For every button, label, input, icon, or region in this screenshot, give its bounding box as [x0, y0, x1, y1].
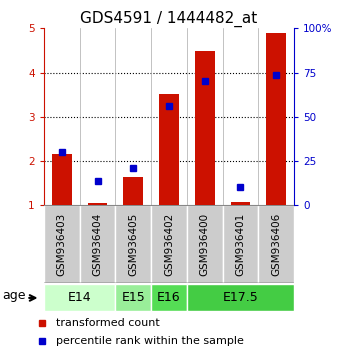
Text: GSM936400: GSM936400 [200, 213, 210, 276]
FancyBboxPatch shape [151, 205, 187, 283]
FancyBboxPatch shape [151, 284, 187, 311]
FancyBboxPatch shape [258, 205, 294, 283]
FancyBboxPatch shape [115, 205, 151, 283]
Bar [266, 33, 286, 205]
Bar [159, 94, 179, 205]
Text: age: age [2, 290, 26, 302]
FancyBboxPatch shape [187, 205, 223, 283]
Text: E15: E15 [121, 291, 145, 304]
Bar [231, 202, 250, 205]
Text: GSM936402: GSM936402 [164, 213, 174, 276]
Text: GSM936401: GSM936401 [236, 213, 245, 276]
Text: E16: E16 [157, 291, 181, 304]
Bar [88, 203, 107, 205]
FancyBboxPatch shape [187, 284, 294, 311]
Text: GSM936403: GSM936403 [57, 213, 67, 276]
Bar [195, 51, 215, 205]
Bar [123, 177, 143, 205]
Text: GSM936406: GSM936406 [271, 213, 281, 276]
Text: percentile rank within the sample: percentile rank within the sample [56, 336, 243, 346]
FancyBboxPatch shape [115, 284, 151, 311]
Text: E17.5: E17.5 [223, 291, 258, 304]
Text: E14: E14 [68, 291, 92, 304]
FancyBboxPatch shape [223, 205, 258, 283]
Text: transformed count: transformed count [56, 318, 160, 328]
Text: GSM936404: GSM936404 [93, 213, 102, 276]
Text: GSM936405: GSM936405 [128, 213, 138, 276]
FancyBboxPatch shape [44, 284, 115, 311]
Title: GDS4591 / 1444482_at: GDS4591 / 1444482_at [80, 11, 258, 27]
FancyBboxPatch shape [80, 205, 115, 283]
Bar [52, 154, 72, 205]
FancyBboxPatch shape [44, 205, 80, 283]
